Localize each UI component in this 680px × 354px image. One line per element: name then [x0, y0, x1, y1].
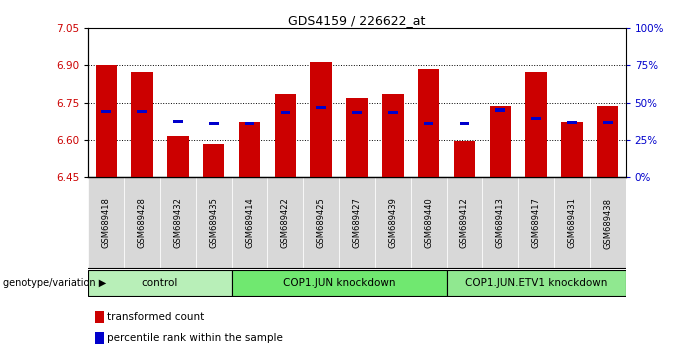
- Bar: [232, 270, 447, 296]
- Bar: [160, 177, 196, 269]
- Bar: [124, 177, 160, 269]
- Text: GSM689417: GSM689417: [532, 198, 541, 249]
- Bar: [603, 121, 613, 124]
- Bar: [101, 110, 111, 113]
- Text: GSM689414: GSM689414: [245, 198, 254, 249]
- Bar: [196, 177, 232, 269]
- Text: COP1.JUN.ETV1 knockdown: COP1.JUN.ETV1 knockdown: [465, 278, 607, 288]
- Bar: [96, 65, 117, 177]
- Bar: [245, 122, 254, 125]
- Text: GSM689418: GSM689418: [102, 198, 111, 249]
- Text: GSM689439: GSM689439: [388, 198, 397, 249]
- Bar: [526, 72, 547, 177]
- Bar: [454, 141, 475, 177]
- Text: transformed count: transformed count: [107, 312, 205, 322]
- Bar: [209, 122, 218, 125]
- Text: GSM689427: GSM689427: [352, 198, 362, 249]
- Text: COP1.JUN knockdown: COP1.JUN knockdown: [283, 278, 395, 288]
- Bar: [275, 94, 296, 177]
- Bar: [482, 177, 518, 269]
- Text: GSM689413: GSM689413: [496, 198, 505, 249]
- Bar: [597, 107, 618, 177]
- Bar: [173, 120, 183, 123]
- Bar: [95, 312, 103, 323]
- Bar: [281, 111, 290, 114]
- Text: GSM689428: GSM689428: [137, 198, 147, 249]
- Bar: [382, 94, 403, 177]
- Bar: [137, 110, 147, 113]
- Bar: [311, 62, 332, 177]
- Bar: [447, 177, 482, 269]
- Bar: [490, 107, 511, 177]
- Bar: [131, 72, 153, 177]
- Bar: [303, 177, 339, 269]
- Bar: [95, 332, 103, 343]
- Bar: [590, 177, 626, 269]
- Bar: [316, 106, 326, 109]
- Bar: [352, 111, 362, 114]
- Bar: [411, 177, 447, 269]
- Bar: [239, 122, 260, 177]
- Bar: [346, 98, 368, 177]
- Bar: [88, 270, 232, 296]
- Bar: [203, 144, 224, 177]
- Text: GSM689440: GSM689440: [424, 198, 433, 249]
- Bar: [232, 177, 267, 269]
- Bar: [531, 117, 541, 120]
- Bar: [424, 122, 433, 125]
- Bar: [418, 69, 439, 177]
- Bar: [339, 177, 375, 269]
- Title: GDS4159 / 226622_at: GDS4159 / 226622_at: [288, 14, 426, 27]
- Text: GSM689431: GSM689431: [567, 198, 577, 249]
- Bar: [88, 177, 124, 269]
- Bar: [496, 108, 505, 112]
- Bar: [567, 121, 577, 124]
- Bar: [561, 122, 583, 177]
- Bar: [460, 122, 469, 125]
- Text: genotype/variation ▶: genotype/variation ▶: [3, 278, 107, 288]
- Text: control: control: [142, 278, 178, 288]
- Bar: [267, 177, 303, 269]
- Bar: [375, 177, 411, 269]
- Text: percentile rank within the sample: percentile rank within the sample: [107, 333, 283, 343]
- Bar: [388, 111, 398, 114]
- Text: GSM689438: GSM689438: [603, 198, 612, 249]
- Text: GSM689412: GSM689412: [460, 198, 469, 249]
- Text: GSM689425: GSM689425: [317, 198, 326, 249]
- Text: GSM689422: GSM689422: [281, 198, 290, 249]
- Bar: [554, 177, 590, 269]
- Bar: [518, 177, 554, 269]
- Bar: [447, 270, 626, 296]
- Text: GSM689432: GSM689432: [173, 198, 182, 249]
- Text: GSM689435: GSM689435: [209, 198, 218, 249]
- Bar: [167, 136, 188, 177]
